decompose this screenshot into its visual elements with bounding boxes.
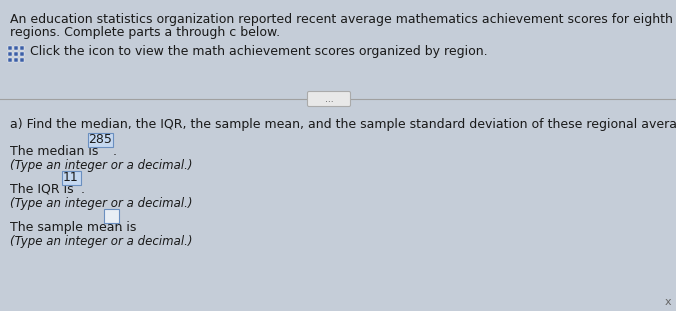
FancyBboxPatch shape: [308, 91, 350, 106]
FancyBboxPatch shape: [8, 46, 12, 50]
FancyBboxPatch shape: [62, 170, 80, 184]
Text: (Type an integer or a decimal.): (Type an integer or a decimal.): [10, 197, 193, 210]
FancyBboxPatch shape: [20, 58, 24, 62]
Text: ...: ...: [324, 95, 333, 104]
FancyBboxPatch shape: [14, 46, 18, 50]
Text: (Type an integer or a decimal.): (Type an integer or a decimal.): [10, 235, 193, 248]
FancyBboxPatch shape: [87, 132, 112, 146]
Text: .: .: [119, 221, 123, 234]
Text: x: x: [665, 297, 671, 307]
FancyBboxPatch shape: [20, 52, 24, 56]
Text: (Type an integer or a decimal.): (Type an integer or a decimal.): [10, 159, 193, 172]
FancyBboxPatch shape: [14, 52, 18, 56]
FancyBboxPatch shape: [14, 58, 18, 62]
FancyBboxPatch shape: [8, 52, 12, 56]
Text: An education statistics organization reported recent average mathematics achieve: An education statistics organization rep…: [10, 13, 676, 26]
Text: The median is: The median is: [10, 145, 102, 158]
FancyBboxPatch shape: [20, 46, 24, 50]
Text: a) Find the median, the IQR, the sample mean, and the sample standard deviation : a) Find the median, the IQR, the sample …: [10, 118, 676, 131]
FancyBboxPatch shape: [8, 58, 12, 62]
Text: The IQR is: The IQR is: [10, 183, 78, 196]
Text: 11: 11: [63, 171, 79, 184]
Text: .: .: [81, 183, 85, 196]
Text: The sample mean is: The sample mean is: [10, 221, 141, 234]
Text: regions. Complete parts a through c below.: regions. Complete parts a through c belo…: [10, 26, 280, 39]
Text: 285: 285: [88, 133, 112, 146]
Text: .: .: [113, 145, 117, 158]
FancyBboxPatch shape: [103, 208, 118, 222]
Text: Click the icon to view the math achievement scores organized by region.: Click the icon to view the math achievem…: [30, 45, 487, 58]
